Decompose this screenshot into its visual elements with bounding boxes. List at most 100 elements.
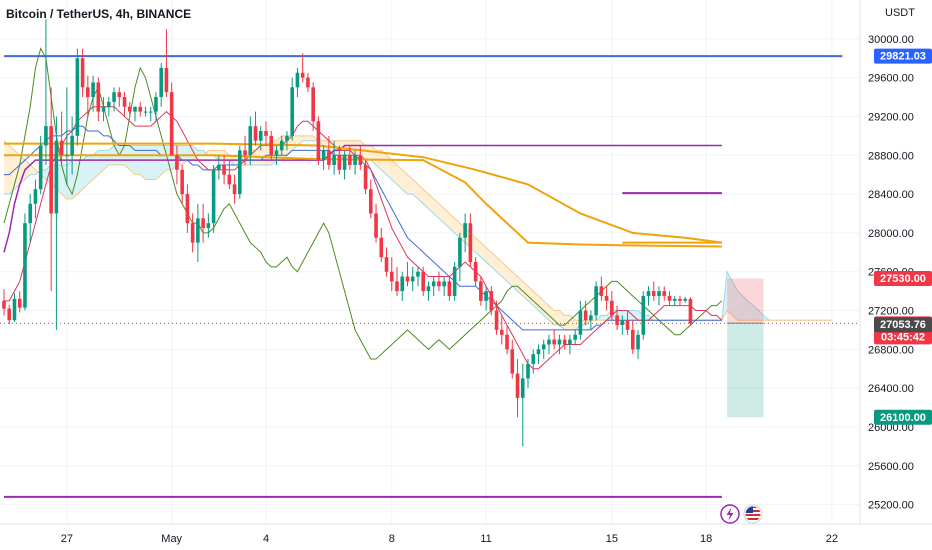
candle-body bbox=[306, 77, 310, 88]
cloud-segment bbox=[438, 203, 445, 224]
candle-body bbox=[395, 281, 399, 292]
candle-body bbox=[552, 339, 556, 345]
cloud-segment bbox=[98, 150, 104, 175]
candle-body bbox=[211, 169, 216, 224]
candle-body bbox=[536, 349, 541, 355]
candle-body bbox=[410, 276, 415, 282]
cloud-segment bbox=[428, 194, 434, 214]
candle-body bbox=[38, 145, 43, 190]
candle-body bbox=[515, 373, 520, 398]
cloud-segment bbox=[433, 198, 439, 219]
purple-baseline bbox=[3, 144, 722, 253]
target-zone bbox=[727, 323, 764, 418]
candle-body bbox=[667, 295, 672, 301]
candle-body bbox=[238, 150, 242, 195]
candle-body bbox=[12, 298, 17, 321]
candle-body bbox=[494, 310, 499, 330]
candle-body bbox=[217, 164, 221, 170]
candle-body bbox=[122, 97, 127, 107]
cloud-segment bbox=[444, 208, 450, 229]
candle-body bbox=[269, 135, 274, 156]
candle-body bbox=[384, 257, 389, 272]
cloud-segment bbox=[543, 300, 549, 321]
candle-body bbox=[138, 106, 143, 112]
candle-body bbox=[285, 135, 289, 141]
candle-body bbox=[80, 58, 85, 88]
candle-body bbox=[610, 300, 614, 316]
candle-body bbox=[520, 378, 525, 398]
cloud-segment bbox=[622, 310, 628, 321]
us-flag-icon[interactable] bbox=[743, 504, 763, 524]
cloud-segment bbox=[82, 155, 88, 190]
cloud-segment bbox=[208, 150, 214, 156]
candle-body bbox=[416, 271, 420, 277]
cloud-segment bbox=[737, 291, 743, 321]
candle-body bbox=[117, 92, 122, 98]
candle-body bbox=[86, 87, 90, 98]
candle-body bbox=[316, 121, 321, 161]
candle-body bbox=[683, 298, 687, 301]
candle-body bbox=[201, 218, 205, 229]
candle-body bbox=[101, 106, 106, 112]
candle-body bbox=[169, 92, 174, 156]
candle-body bbox=[227, 174, 232, 185]
candle-body bbox=[49, 126, 53, 214]
candles[interactable] bbox=[2, 19, 693, 447]
cloud-segment bbox=[748, 300, 754, 321]
chart-title: Bitcoin / TetherUS, 4h, BINANCE bbox=[6, 7, 191, 21]
cloud-segment bbox=[187, 145, 193, 161]
cloud-segment bbox=[386, 155, 392, 180]
price-tick-label: 25600.00 bbox=[868, 461, 914, 473]
cloud-segment bbox=[758, 310, 764, 321]
candle-body bbox=[479, 281, 483, 301]
cloud-segment bbox=[307, 135, 314, 141]
cloud-segment bbox=[365, 145, 371, 161]
time-tick-label: 4 bbox=[263, 533, 269, 545]
candle-body bbox=[358, 155, 363, 165]
candle-body bbox=[7, 308, 12, 321]
cloud-segment bbox=[145, 145, 151, 180]
candle-body bbox=[44, 126, 48, 146]
candle-body bbox=[599, 286, 604, 296]
price-tag-label: 27053.76 bbox=[880, 319, 926, 331]
candle-body bbox=[431, 281, 436, 287]
candle-body bbox=[232, 184, 237, 195]
cloud-segment bbox=[491, 252, 497, 272]
candle-body bbox=[148, 111, 153, 113]
flash-icon[interactable] bbox=[720, 504, 740, 524]
candle-body bbox=[300, 72, 305, 78]
time-axis[interactable]: 27 May 4 8 11 15 18 22 bbox=[61, 533, 838, 545]
candle-body bbox=[578, 310, 583, 335]
candle-body bbox=[311, 87, 315, 122]
price-tick-label: 29600.00 bbox=[868, 73, 914, 85]
candle-body bbox=[196, 218, 200, 243]
candle-body bbox=[75, 58, 80, 136]
cloud-segment bbox=[72, 160, 78, 199]
cloud-segment bbox=[423, 189, 429, 209]
candle-body bbox=[531, 354, 536, 364]
candle-body bbox=[594, 286, 598, 316]
candle-body bbox=[631, 329, 635, 350]
price-axis-unit: USDT bbox=[885, 7, 915, 19]
horizontal-levels[interactable] bbox=[0, 55, 860, 498]
price-tick-label: 26400.00 bbox=[868, 383, 914, 395]
candle-body bbox=[615, 315, 619, 326]
short-position-tool[interactable] bbox=[727, 278, 764, 418]
candle-body bbox=[33, 189, 38, 204]
candle-body bbox=[332, 155, 336, 165]
cloud-segment bbox=[397, 164, 403, 190]
cloud-segment bbox=[192, 145, 198, 161]
time-tick-label: 8 bbox=[389, 533, 395, 545]
price-tags: 29821.0327530.0027067.2003:45:4227053.76… bbox=[874, 48, 932, 425]
cloud-segment bbox=[61, 164, 67, 199]
candle-body bbox=[112, 92, 116, 102]
candle-body bbox=[468, 223, 473, 262]
candle-body bbox=[295, 72, 300, 88]
candle-body bbox=[222, 164, 226, 175]
cloud-segment bbox=[150, 145, 156, 180]
cloud-segment bbox=[475, 237, 481, 258]
cloud-segment bbox=[197, 150, 204, 156]
price-tick-label: 27200.00 bbox=[868, 306, 914, 318]
